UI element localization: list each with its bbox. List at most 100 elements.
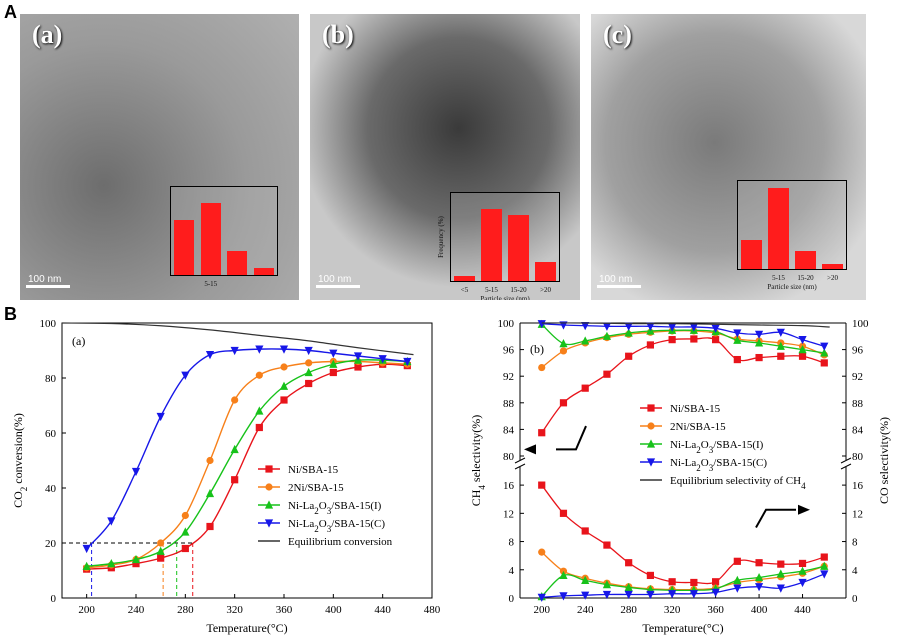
y-tick-label-right: 0 [852, 593, 858, 605]
data-point [602, 331, 612, 340]
y-tick-label: 80 [45, 373, 57, 385]
data-point [646, 341, 654, 349]
y-tick-label-left: 8 [509, 537, 515, 549]
data-point [754, 572, 764, 582]
y-tick-label-left: 80 [503, 451, 515, 463]
data-point [625, 559, 633, 567]
y-tick-label-right: 88 [852, 398, 864, 410]
data-point [820, 359, 828, 367]
panel-tag: (b) [530, 342, 544, 356]
data-point [581, 322, 590, 331]
data-point [264, 500, 274, 509]
data-point [581, 527, 589, 535]
x-tick-label: 440 [794, 604, 811, 616]
series-equilibrium-conversion [61, 322, 414, 356]
data-point [559, 570, 568, 580]
tem-image-a: (a) 100 nm 5-15 [20, 14, 299, 300]
panel-label-b: B [4, 304, 17, 324]
data-point [798, 336, 807, 345]
data-point [602, 590, 612, 600]
data-point [798, 345, 807, 354]
scale-bar-label: 100 nm [318, 274, 352, 285]
histogram-bar [741, 239, 762, 269]
data-point [206, 522, 214, 531]
y-tick-label-right: 84 [852, 424, 864, 436]
y-tick-label: 0 [51, 593, 57, 605]
y-axis-label: CO2 conversion(%) [11, 413, 29, 508]
series-ni-la2o3-sba-15-c- [82, 345, 412, 554]
data-point [157, 554, 165, 562]
data-point [131, 467, 141, 477]
data-point [776, 569, 785, 578]
data-point [265, 483, 273, 491]
series-ni-sba-15 [538, 335, 828, 437]
histogram-bar [227, 251, 248, 275]
data-point [777, 352, 785, 360]
scale-bar [316, 285, 360, 288]
x-tick-label: 480 [424, 604, 441, 616]
axis-break [840, 457, 852, 464]
data-point [538, 548, 546, 556]
legend-label: Ni-La2O3/SBA-15(C) [288, 518, 385, 534]
y-tick-label-left: 96 [503, 345, 515, 357]
data-point [624, 328, 633, 337]
histogram-tick-label: 15-20 [510, 286, 527, 294]
data-point [538, 481, 546, 489]
y-axis-label-left: CH4 selectivity(%) [469, 415, 487, 506]
data-point [668, 578, 676, 586]
x-tick-label: 200 [533, 604, 550, 616]
data-point [754, 338, 764, 347]
data-point [733, 557, 741, 565]
data-point [624, 322, 633, 331]
histogram-bar [174, 220, 195, 275]
data-point [733, 584, 742, 593]
x-tick-label: 400 [325, 604, 342, 616]
histogram-bar [535, 261, 556, 281]
data-point [711, 324, 720, 333]
data-point [711, 588, 720, 597]
data-point [304, 367, 313, 377]
co2-conversion-chart: 200 240 280 320 360 400 440 480 0 20 40 60 80 100 Temp… [11, 318, 441, 635]
histogram-x-label: Particle size (nm) [480, 295, 530, 300]
y-tick-label: 60 [45, 428, 57, 440]
data-point [820, 561, 829, 570]
data-point [107, 517, 116, 526]
data-point [603, 370, 611, 378]
scale-bar-label: 100 nm [28, 274, 62, 285]
data-point [777, 560, 785, 568]
y-axis-label-right: CO selectivity(%) [877, 417, 891, 504]
data-point [624, 582, 633, 592]
data-point [581, 575, 590, 584]
data-point [280, 363, 288, 371]
data-point [255, 345, 264, 354]
data-point [264, 519, 274, 528]
legend-label: Ni-La2O3/SBA-15(C) [670, 457, 767, 473]
y-tick-label-right: 96 [852, 345, 864, 357]
data-point [603, 541, 611, 549]
data-point [559, 592, 568, 601]
x-tick-label: 320 [226, 604, 243, 616]
data-point [305, 379, 313, 388]
histogram-tick-label: 5-15 [772, 274, 785, 282]
data-point [798, 578, 807, 588]
data-point [733, 329, 742, 338]
data-point [378, 355, 387, 364]
x-axis-label: Temperature(°C) [206, 621, 287, 635]
y-tick-label-left: 92 [503, 371, 514, 383]
particle-size-histogram: <5 5-15 15-20 >20 Particle size (nm) Frequenc… [437, 192, 560, 300]
data-point [230, 346, 239, 356]
data-point [733, 575, 742, 584]
legend-label: Ni/SBA-15 [288, 464, 339, 476]
arrow-head [524, 444, 536, 455]
data-point [156, 546, 165, 555]
data-point [647, 422, 655, 430]
arrow-head [798, 504, 810, 515]
data-point [279, 345, 289, 354]
histogram-bar [795, 250, 816, 269]
data-point [181, 527, 190, 536]
x-axis-label: Temperature(°C) [642, 621, 723, 635]
y-tick-label-left: 0 [509, 593, 515, 605]
particle-size-histogram: 5-15 [170, 186, 278, 288]
data-point [230, 444, 239, 454]
data-point [646, 322, 655, 331]
